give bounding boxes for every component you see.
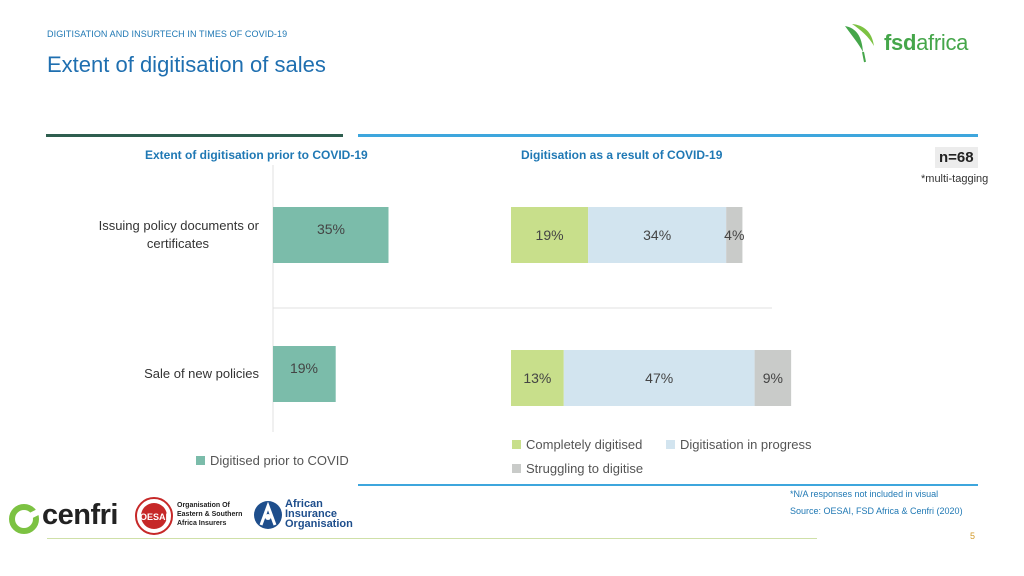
aio-line: African [285,498,323,510]
oesai-line: Organisation Of [177,502,230,509]
legend-swatch-digitisation-in-progress [666,440,675,449]
left-chart-title: Extent of digitisation prior to COVID-19 [145,148,368,162]
legend-swatch-struggling-to-digitise [512,464,521,473]
left-bar [273,346,336,402]
left-bar [273,207,389,263]
stacked-bar-segment [754,350,792,406]
stacked-bar-label: 19% [536,227,564,243]
legend-swatch-digitised-prior [196,456,205,465]
stacked-bar-segment [563,350,755,406]
category-label: certificates [147,236,210,251]
right-chart-title: Digitisation as a result of COVID-19 [521,148,723,162]
page-number: 5 [970,531,976,541]
na-note: *N/A responses not included in visual [790,489,939,499]
legend-digitisation-in-progress: Digitisation in progress [666,437,812,452]
category-label: Issuing policy documents or [99,218,260,233]
section-kicker: DIGITISATION AND INSURTECH IN TIMES OF C… [47,29,288,39]
footer-rule [47,538,817,539]
legend-struggling-to-digitise: Struggling to digitise [512,461,643,476]
stacked-bar-segment [511,207,589,263]
sample-size-badge: n=68 [935,147,978,168]
legend-label-struggling-to-digitise: Struggling to digitise [526,461,644,476]
page-title: Extent of digitisation of sales [47,52,326,77]
oesai-seal-icon: OESAI [135,497,173,535]
fsd-africa-logo: fsdafrica [842,22,982,64]
cenfri-leaf-icon [9,504,40,534]
stacked-bar-label: 9% [763,370,783,386]
category-label: Sale of new policies [144,366,259,381]
legend-digitised-prior: Digitised prior to COVID [196,453,349,468]
legend-swatch-completely-digitised [512,440,521,449]
right-panel-rule [358,134,978,137]
stacked-bar-label: 4% [724,227,744,243]
stacked-bar-segment [511,350,564,406]
logo-word-regular: africa [916,30,969,55]
stacked-bar-label: 47% [645,370,673,386]
left-bar-label: 19% [290,360,318,376]
legend-completely-digitised: Completely digitised [512,437,642,452]
stacked-bar-segment [588,207,727,263]
left-bar-label: 35% [317,221,345,237]
source-note: Source: OESAI, FSD Africa & Cenfri (2020… [790,506,963,516]
legend-label-completely-digitised: Completely digitised [526,437,643,452]
cenfri-wordmark: cenfri [42,499,118,531]
fsd-africa-leaf-icon [845,24,874,63]
legend-label-digitised-prior: Digitised prior to COVID [210,453,349,468]
cenfri-logo: cenfri [8,498,123,538]
left-panel-rule [46,134,343,137]
aio-logo-icon [254,501,282,529]
aio-name: African Insurance Organisation [285,498,353,530]
logo-wordmark: fsdafrica [884,30,968,56]
oesai-seal-text: OESAI [140,512,168,522]
legend-label-digitisation-in-progress: Digitisation in progress [680,437,812,452]
stacked-bar-label: 34% [643,227,671,243]
aio-line: Insurance [285,508,337,520]
oesai-line: Eastern & Southern [177,511,243,518]
aio-line: Organisation [285,518,353,530]
stacked-bar-label: 13% [523,370,551,386]
oesai-name: Organisation Of Eastern & Southern Afric… [177,501,257,528]
logo-word-bold: fsd [884,30,917,55]
multi-tagging-note: *multi-tagging [921,173,989,185]
stacked-bar-segment [726,207,743,263]
bottom-rule [358,484,978,486]
oesai-line: Africa Insurers [177,520,227,527]
